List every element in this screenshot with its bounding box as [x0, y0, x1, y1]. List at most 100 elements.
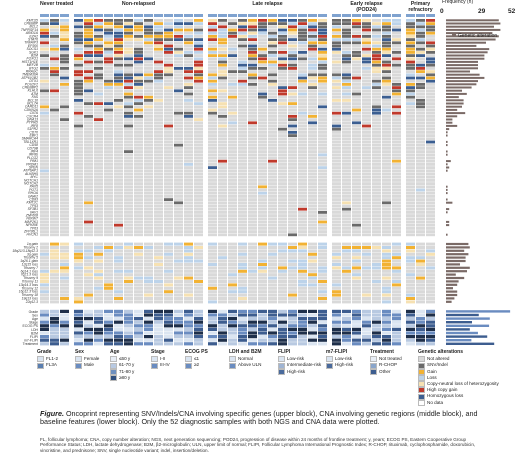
matrix-cell: [174, 207, 183, 211]
legend-flipi: FLIPI Low-risk Intermediate-risk High-risk: [278, 349, 321, 375]
matrix-cell: [40, 31, 49, 35]
matrix-cell: [288, 290, 297, 294]
matrix-cell: [318, 217, 327, 221]
feature-cell: [416, 338, 425, 342]
frequency-bar: [446, 25, 494, 28]
matrix-cell: [144, 293, 153, 297]
matrix-cell: [40, 286, 49, 290]
matrix-cell: [104, 252, 113, 256]
matrix-cell: [74, 214, 83, 217]
matrix-cell: [372, 207, 381, 211]
matrix-cell: [406, 252, 415, 256]
feature-cell: [174, 324, 183, 328]
matrix-cell: [382, 137, 391, 141]
feature-cell: [134, 317, 143, 321]
matrix-cell: [84, 220, 93, 224]
matrix-cell: [74, 249, 83, 253]
matrix-cell: [362, 70, 371, 73]
matrix-cell: [406, 283, 415, 287]
matrix-cell: [84, 70, 93, 73]
matrix-cell: [208, 28, 217, 32]
matrix-cell: [218, 57, 227, 61]
matrix-cell: [104, 150, 113, 153]
matrix-cell: [174, 166, 183, 169]
matrix-cell: [184, 156, 193, 160]
matrix-cell: [208, 259, 217, 263]
matrix-cell: [416, 201, 425, 205]
matrix-cell: [238, 269, 247, 273]
matrix-cell: [184, 108, 193, 112]
matrix-cell: [332, 246, 341, 249]
matrix-cell: [218, 252, 227, 256]
matrix-cell: [332, 51, 341, 54]
matrix-cell: [372, 60, 381, 64]
matrix-cell: [288, 127, 297, 131]
matrix-cell: [154, 269, 163, 273]
legend-genetic-alterations: Genetic alterations Not altered SNV/Indel G…: [418, 349, 499, 406]
matrix-cell: [362, 54, 371, 57]
matrix-cell: [154, 73, 163, 77]
matrix-cell: [154, 220, 163, 224]
feature-cell: [164, 342, 173, 346]
matrix-cell: [342, 263, 351, 266]
matrix-cell: [154, 163, 163, 166]
matrix-cell: [382, 25, 391, 29]
matrix-cell: [248, 252, 257, 256]
matrix-cell: [174, 47, 183, 51]
matrix-cell: [392, 280, 401, 283]
matrix-cell: [278, 182, 287, 185]
matrix-cell: [154, 124, 163, 128]
matrix-cell: [40, 92, 49, 96]
matrix-cell: [164, 108, 173, 112]
matrix-cell: [40, 220, 49, 224]
matrix-cell: [416, 131, 425, 134]
matrix-cell: [372, 86, 381, 89]
legend-swatch: [110, 374, 117, 381]
matrix-cell: [94, 201, 103, 205]
matrix-cell: [74, 22, 83, 25]
matrix-cell: [382, 63, 391, 67]
matrix-cell: [352, 102, 361, 105]
matrix-cell: [174, 297, 183, 300]
matrix-cell: [278, 47, 287, 51]
matrix-cell: [362, 140, 371, 144]
matrix-cell: [268, 201, 277, 205]
matrix-cell: [342, 143, 351, 147]
matrix-cell: [194, 121, 203, 125]
feature-cell: [114, 320, 123, 324]
matrix-cell: [258, 156, 267, 160]
matrix-cell: [392, 286, 401, 290]
matrix-cell: [104, 290, 113, 294]
feature-cell: [288, 324, 297, 328]
matrix-cell: [298, 280, 307, 283]
matrix-cell: [194, 188, 203, 192]
matrix-cell: [308, 300, 317, 304]
matrix-cell: [318, 127, 327, 131]
matrix-cell: [84, 276, 93, 280]
matrix-cell: [114, 204, 123, 208]
matrix-cell: [174, 182, 183, 185]
feature-cell: [308, 324, 317, 328]
feature-cell: [362, 327, 371, 331]
feature-cell: [60, 331, 69, 335]
matrix-cell: [134, 137, 143, 141]
matrix-cell: [194, 191, 203, 195]
matrix-cell: [248, 201, 257, 205]
matrix-cell: [308, 35, 317, 38]
matrix-cell: [94, 63, 103, 67]
feature-cell: [104, 327, 113, 331]
matrix-cell: [406, 57, 415, 61]
matrix-cell: [416, 134, 425, 137]
group-header-cell: [258, 14, 267, 17]
matrix-cell: [208, 300, 217, 304]
matrix-cell: [228, 191, 237, 195]
group-header-cell: [392, 14, 401, 17]
matrix-cell: [208, 230, 217, 233]
matrix-cell: [74, 51, 83, 54]
matrix-cell: [124, 44, 133, 48]
matrix-cell: [416, 220, 425, 224]
legend-swatch: [75, 356, 82, 363]
feature-cell: [218, 338, 227, 342]
matrix-cell: [298, 134, 307, 137]
matrix-cell: [208, 191, 217, 195]
